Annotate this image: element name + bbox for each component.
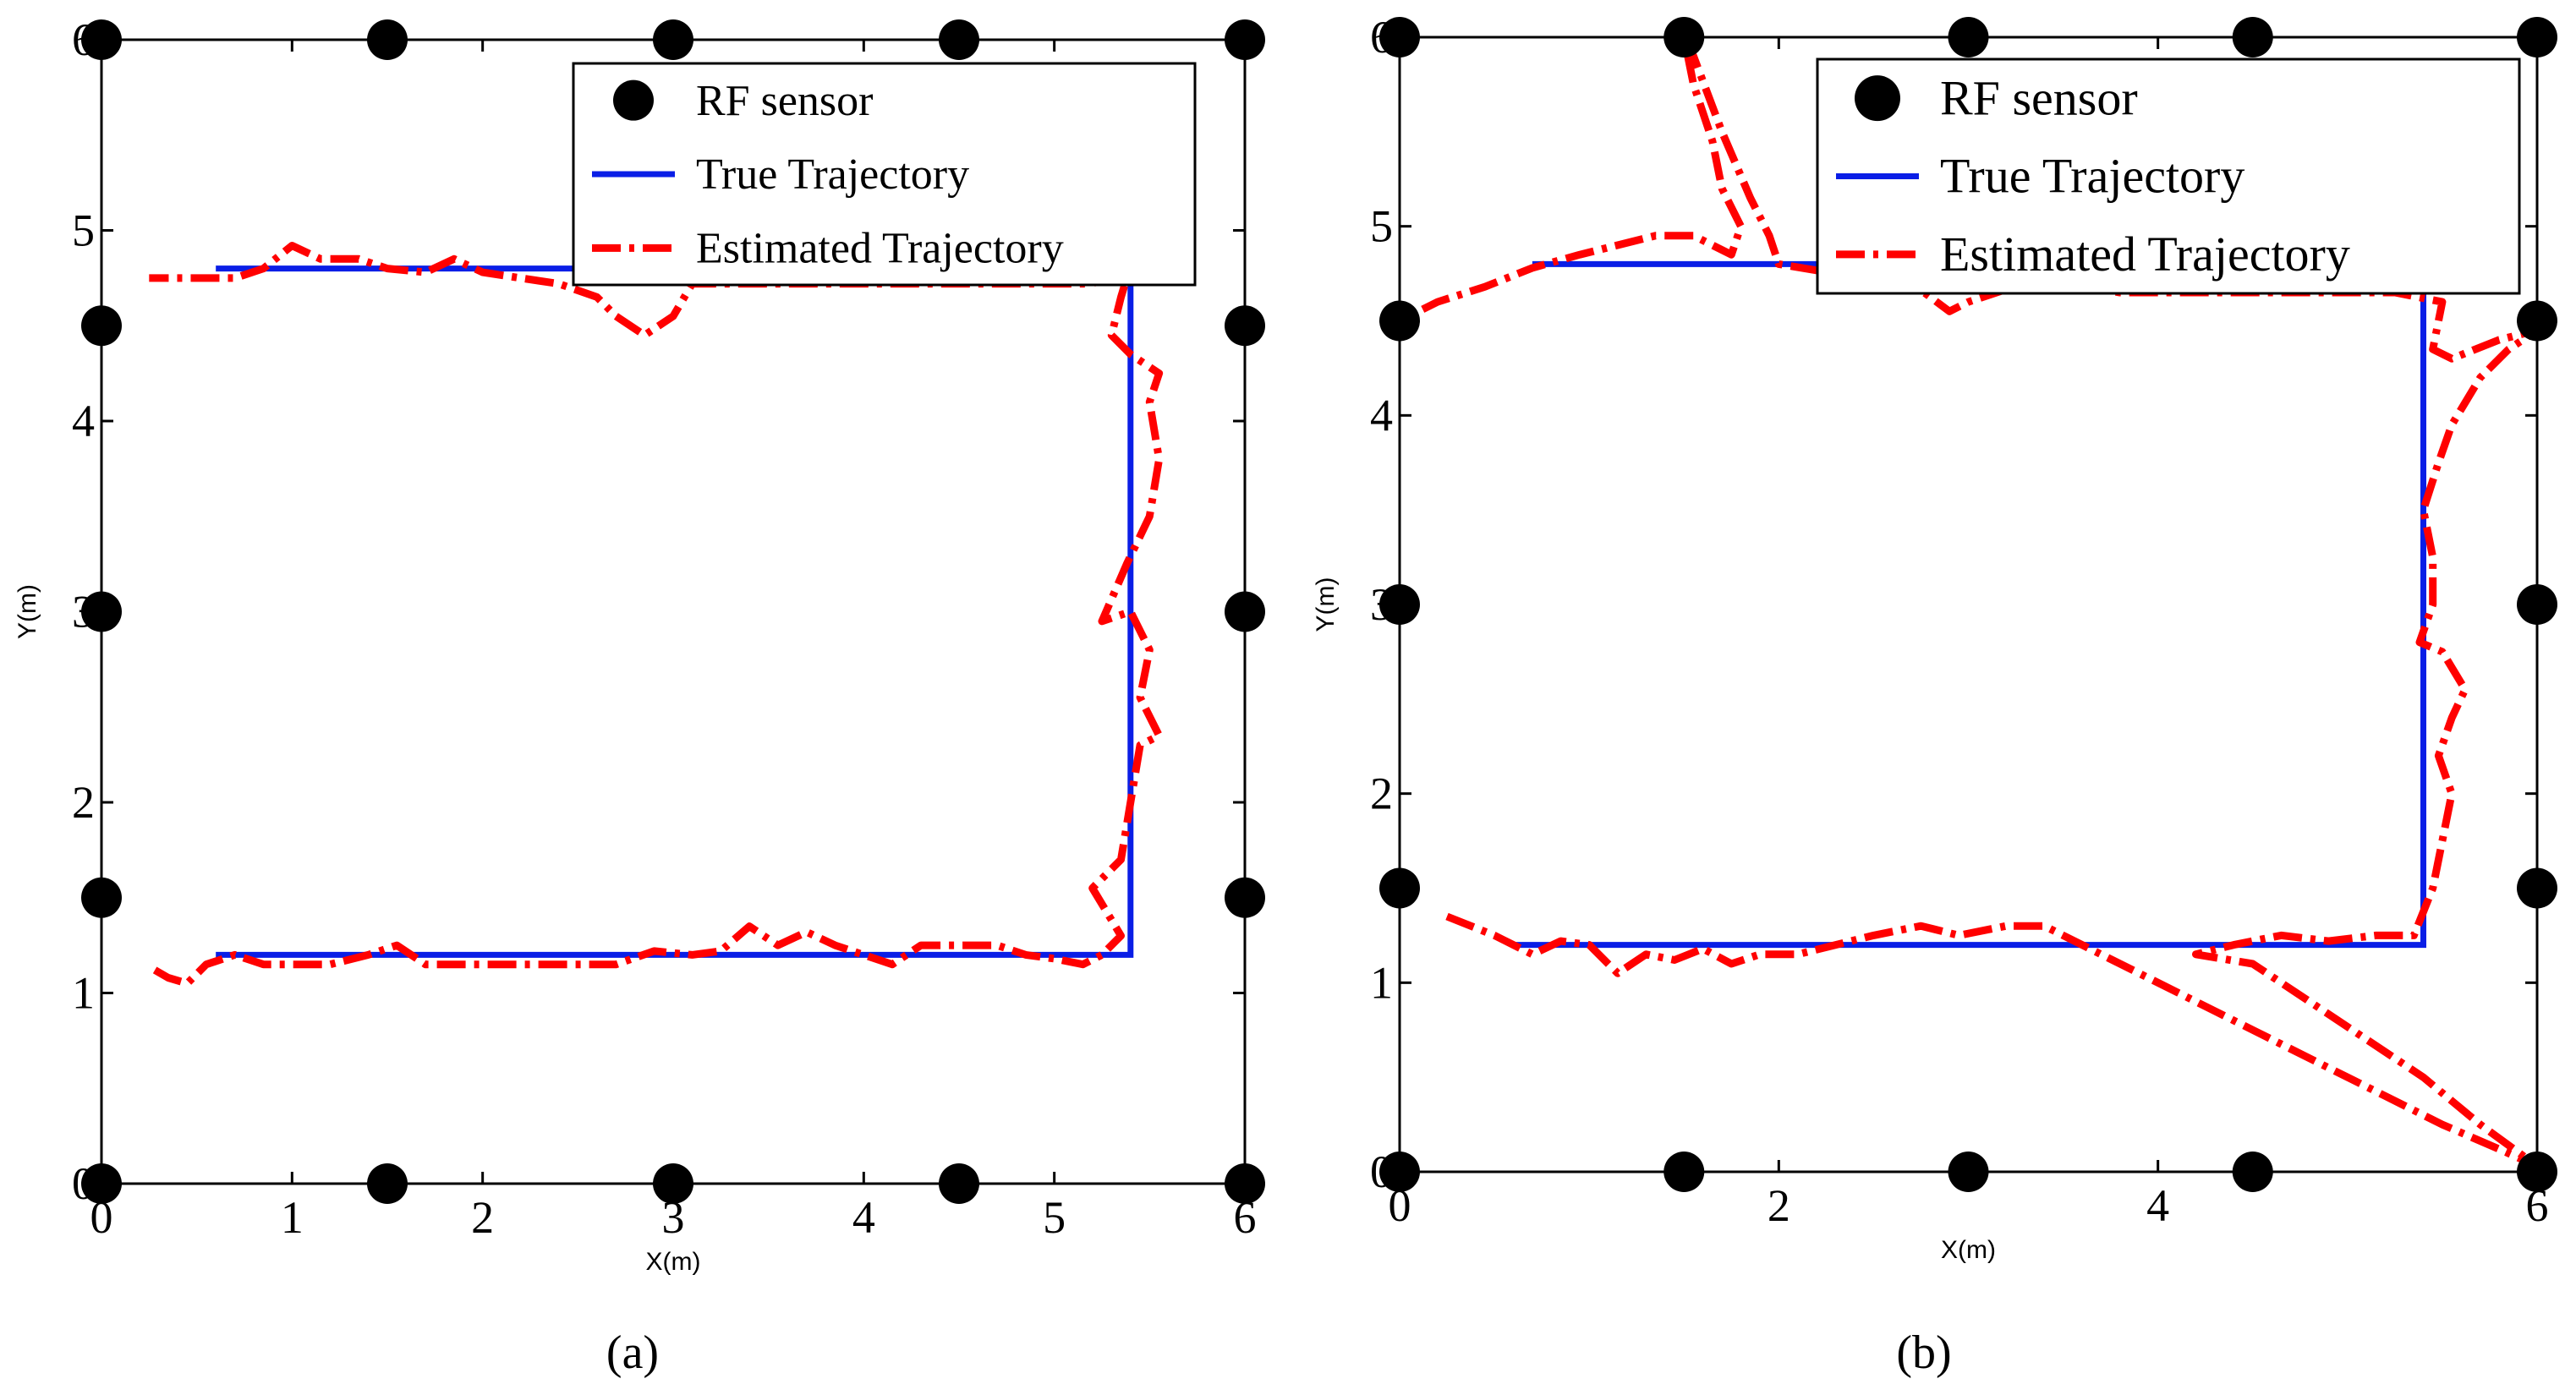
- y-tick-label: 1: [1370, 957, 1393, 1008]
- legend-symbol-rf-sensor: [1855, 75, 1900, 122]
- x-tick-label: 2: [1768, 1180, 1790, 1231]
- rf-sensor-marker: [1948, 17, 1989, 57]
- x-axis-label: X(m): [646, 1248, 701, 1276]
- x-tick-label: 4: [852, 1192, 875, 1243]
- rf-sensor-marker: [1379, 17, 1420, 57]
- legend-box: [572, 62, 1197, 287]
- legend-entry-rf-sensor: RF sensor: [696, 77, 873, 125]
- legend-symbol-rf-sensor: [613, 79, 654, 121]
- y-tick-label: 2: [72, 777, 95, 828]
- rf-sensor-marker: [81, 591, 122, 632]
- rf-sensor-marker: [81, 305, 122, 347]
- rf-sensor-marker: [2517, 300, 2557, 342]
- rf-sensor-marker: [1379, 584, 1420, 625]
- rf-sensor-marker: [81, 19, 122, 60]
- y-tick-label: 2: [1370, 769, 1393, 819]
- rf-sensor-marker: [1948, 1152, 1989, 1192]
- x-tick-label: 1: [281, 1192, 304, 1243]
- rf-sensor-marker: [367, 19, 408, 60]
- x-tick-label: 4: [2146, 1180, 2169, 1231]
- y-tick-label: 1: [72, 968, 95, 1019]
- rf-sensor-marker: [1225, 305, 1265, 347]
- rf-sensor-marker: [81, 1163, 122, 1204]
- rf-sensor-marker: [367, 1163, 408, 1204]
- rf-sensor-marker: [939, 1163, 979, 1204]
- rf-sensor-marker: [2232, 17, 2273, 57]
- legend-box: [1816, 57, 2521, 295]
- x-tick-label: 5: [1043, 1192, 1066, 1243]
- rf-sensor-marker: [1225, 877, 1265, 918]
- rf-sensor-marker: [2517, 17, 2557, 57]
- legend-entry-true-trajectory: True Trajectory: [696, 150, 969, 199]
- y-axis-label: Y(m): [14, 584, 41, 639]
- legend-entry-rf-sensor: RF sensor: [1940, 70, 2138, 125]
- panel-caption-b: (b): [1896, 1327, 1951, 1379]
- y-tick-label: 5: [1370, 201, 1393, 252]
- y-tick-label: 5: [72, 205, 95, 256]
- rf-sensor-marker: [81, 877, 122, 918]
- y-tick-label: 4: [1370, 390, 1393, 440]
- rf-sensor-marker: [1225, 1163, 1265, 1204]
- rf-sensor-marker: [939, 19, 979, 60]
- rf-sensor-marker: [2232, 1152, 2273, 1192]
- legend-entry-estimated-trajectory: Estimated Trajectory: [696, 224, 1064, 272]
- rf-sensor-marker: [653, 1163, 693, 1204]
- true-trajectory-line: [1513, 260, 2426, 949]
- rf-sensor-marker: [653, 19, 693, 60]
- estimated-trajectory-line: [149, 242, 1164, 987]
- rf-sensor-marker: [2517, 584, 2557, 625]
- rf-sensor-marker: [1225, 591, 1265, 632]
- rf-sensor-marker: [1379, 1152, 1420, 1192]
- x-tick-label: 2: [471, 1192, 494, 1243]
- true-trajectory-line: [216, 265, 1134, 958]
- rf-sensor-marker: [1225, 19, 1265, 60]
- y-tick-label: 4: [72, 396, 95, 446]
- rf-sensor-marker: [2517, 867, 2557, 909]
- panel-caption-a: (a): [606, 1327, 659, 1379]
- legend-entry-true-trajectory: True Trajectory: [1940, 149, 2244, 204]
- x-axis-label: X(m): [1941, 1236, 1996, 1264]
- rf-sensor-marker: [1379, 867, 1420, 909]
- estimated-trajectory-line: [1397, 33, 2541, 1170]
- rf-sensor-marker: [1663, 1152, 1705, 1192]
- rf-sensor-marker: [2517, 1152, 2557, 1192]
- legend-entry-estimated-trajectory: Estimated Trajectory: [1940, 227, 2350, 282]
- y-axis-label: Y(m): [1312, 577, 1340, 632]
- rf-sensor-marker: [1379, 300, 1420, 342]
- rf-sensor-marker: [1663, 17, 1705, 57]
